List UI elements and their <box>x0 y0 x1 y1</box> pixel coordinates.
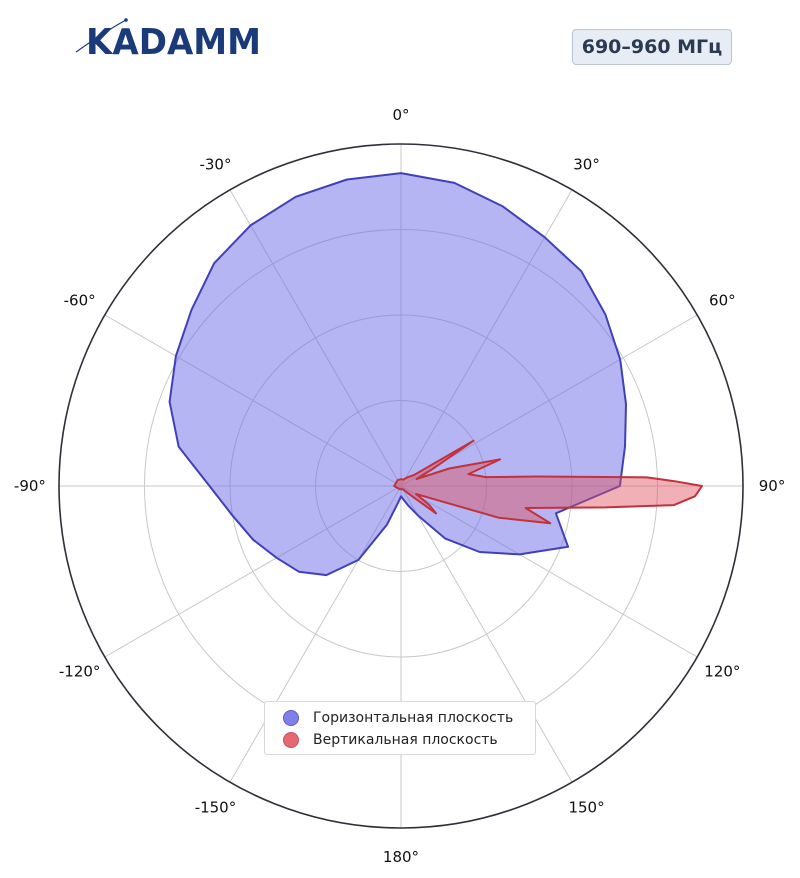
angle-label-8: -120° <box>59 663 101 681</box>
legend-label-vertical: Вертикальная плоскость <box>313 732 498 748</box>
legend-marker-horizontal <box>283 710 299 726</box>
angle-label-5: 150° <box>568 798 604 816</box>
legend-item-horizontal: Горизонтальная плоскость <box>265 707 513 729</box>
series-layer <box>168 172 703 577</box>
series-0-area <box>168 172 627 577</box>
angle-label-10: -60° <box>64 291 96 309</box>
angle-label-3: 90° <box>759 477 786 495</box>
angle-label-6: 180° <box>383 848 419 866</box>
grid-spoke-5 <box>400 485 573 783</box>
chart-legend: Горизонтальная плоскость Вертикальная пл… <box>264 701 536 755</box>
legend-item-vertical: Вертикальная плоскость <box>265 729 498 751</box>
angle-labels: 0° 30° 60° 90° 120° 150° 180° -150° -120° -90° -60… <box>14 106 785 866</box>
angle-label-2: 60° <box>709 291 736 309</box>
frequency-badge: 690–960 МГц <box>572 29 732 65</box>
angle-label-11: -30° <box>199 156 231 174</box>
logo-swoosh <box>75 19 127 53</box>
legend-label-horizontal: Горизонтальная плоскость <box>313 710 514 726</box>
angle-label-9: -90° <box>14 477 46 495</box>
polar-outer-ring <box>58 143 744 829</box>
logo-text: KADAMM <box>86 22 261 60</box>
kadamm-logo: KADAMM <box>66 8 266 63</box>
series-1-area <box>393 439 703 525</box>
polar-frame <box>58 143 744 829</box>
angle-label-1: 30° <box>573 156 600 174</box>
angle-label-4: 120° <box>704 663 740 681</box>
angle-label-0: 0° <box>392 106 409 124</box>
angle-label-7: -150° <box>195 798 237 816</box>
logo-dot <box>124 18 128 22</box>
legend-marker-vertical <box>283 732 299 748</box>
